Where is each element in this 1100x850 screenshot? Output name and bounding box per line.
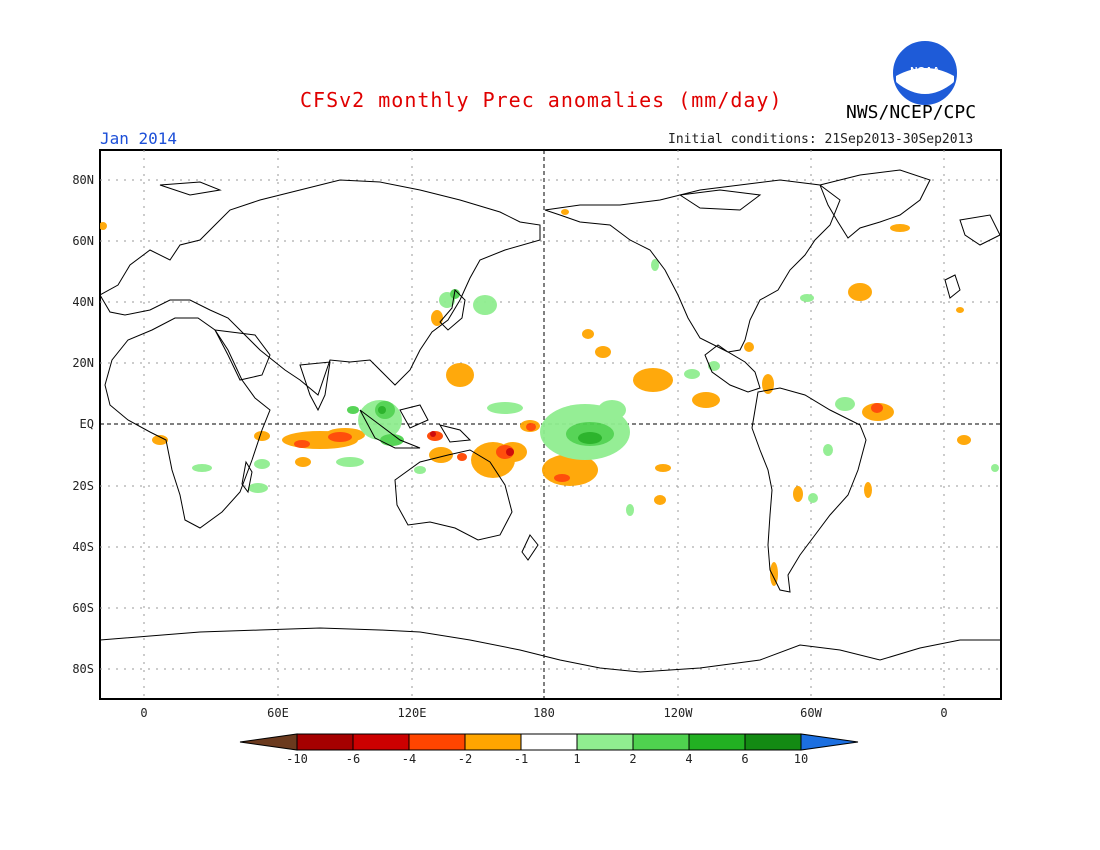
colorbar-label: -2 <box>457 752 473 766</box>
lon-label: 0 <box>940 706 948 720</box>
lon-label: 0 <box>140 706 148 720</box>
colorbar-label: -10 <box>286 752 308 766</box>
colorbar-label: 10 <box>793 752 809 766</box>
lat-label: 60S <box>72 601 94 615</box>
initial-conditions: Initial conditions: 21Sep2013-30Sep2013 <box>668 132 974 147</box>
noaa-logo: NOAA <box>893 41 957 105</box>
lon-label: 60W <box>800 706 822 720</box>
colorbar-label: 6 <box>741 752 749 766</box>
lat-label: EQ <box>79 417 94 431</box>
lat-label: 40S <box>72 540 94 554</box>
lon-label: 120E <box>397 706 427 720</box>
lon-label: 180 <box>533 706 555 720</box>
lat-label: 80S <box>72 662 94 676</box>
lat-label: 20N <box>72 356 94 370</box>
colorbar-label: -1 <box>513 752 529 766</box>
colorbar-label: -4 <box>401 752 417 766</box>
map-title: CFSv2 monthly Prec anomalies (mm/day) <box>300 88 783 112</box>
coastlines <box>100 169 1001 673</box>
lat-label: 60N <box>72 234 94 248</box>
lon-label: 120W <box>663 706 693 720</box>
logo-text: NOAA <box>910 66 939 77</box>
lat-label: 40N <box>72 295 94 309</box>
valid-month: Jan 2014 <box>100 129 178 148</box>
colorbar-label: 1 <box>573 752 581 766</box>
colorbar-label: 4 <box>685 752 693 766</box>
anomaly-shading <box>100 209 999 586</box>
lat-label: 80N <box>72 173 94 187</box>
lat-label: 20S <box>72 479 94 493</box>
grid-lines <box>100 150 1001 699</box>
colorbar-label: -6 <box>345 752 361 766</box>
agency-label: NWS/NCEP/CPC <box>846 102 977 123</box>
lon-label: 60E <box>267 706 289 720</box>
colorbar-label: 2 <box>629 752 637 766</box>
